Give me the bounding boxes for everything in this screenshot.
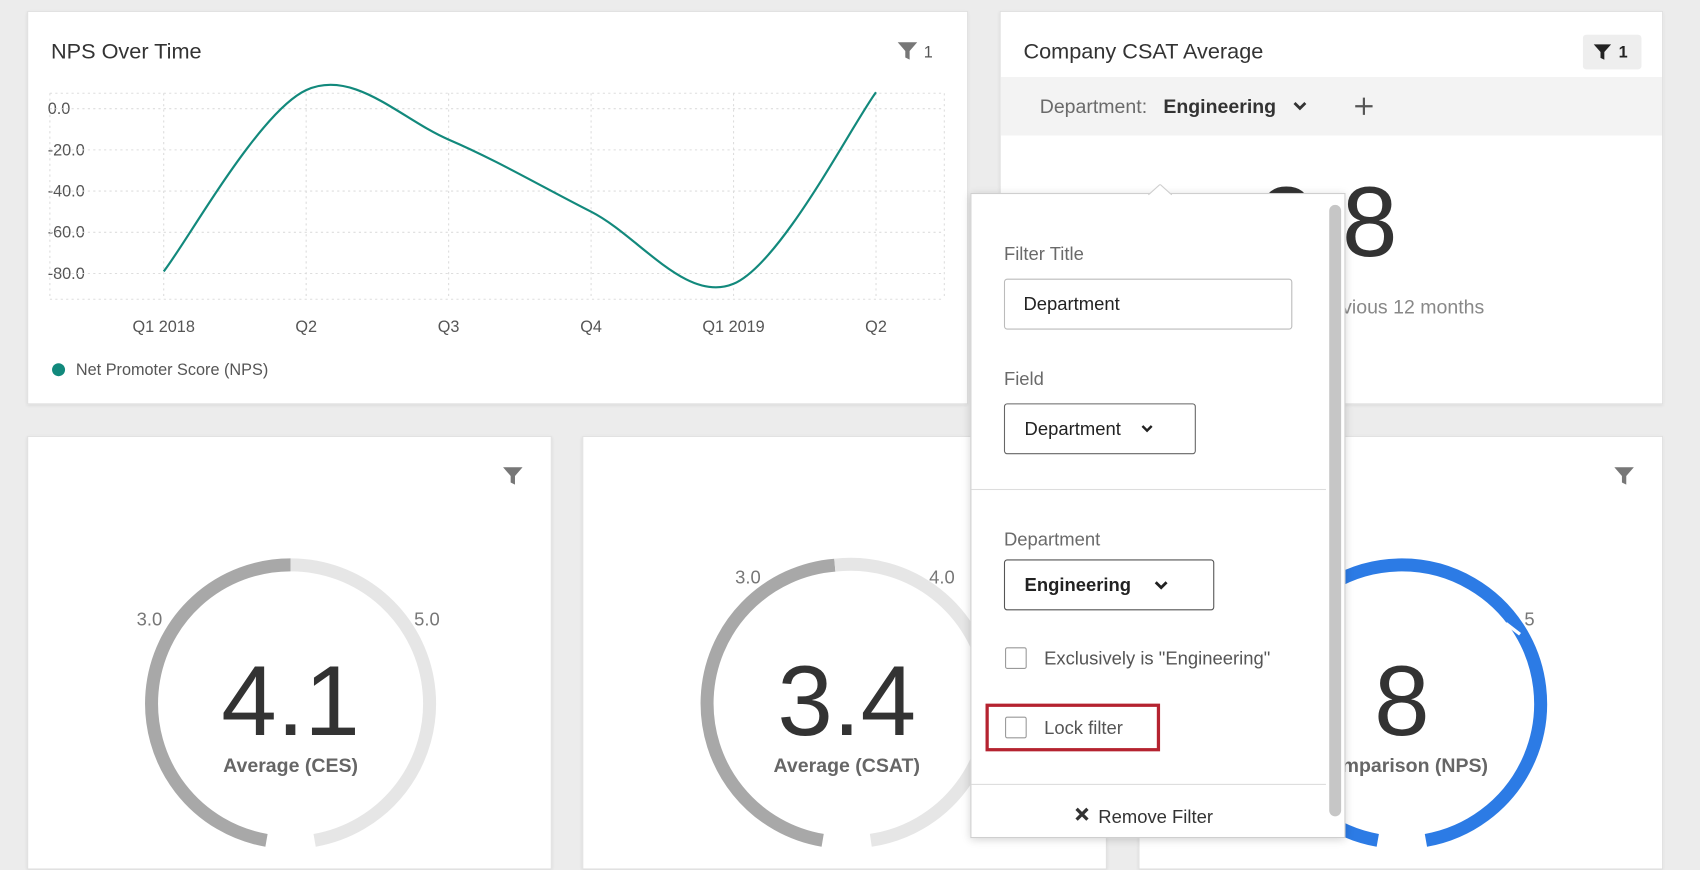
- select[interactable]: Engineering: [1003, 559, 1215, 611]
- select-value: Department: [1024, 418, 1121, 440]
- gauge-value: 8: [1374, 646, 1430, 757]
- filter-icon[interactable]: [1613, 466, 1635, 486]
- chevron-icon: [1154, 581, 1168, 590]
- checkbox-label: Exclusively is "Engineering": [1044, 648, 1271, 669]
- field-label: Field: [1003, 368, 1044, 390]
- x-tick-label: Q2: [865, 318, 887, 336]
- metric-subtitle: Previous 12 months: [1311, 295, 1485, 318]
- field-label: Department: [1003, 529, 1101, 550]
- x-tick-label: Q3: [438, 318, 460, 336]
- gauge-min-label: 3.0: [136, 609, 163, 630]
- filter-label: Department:: [1039, 95, 1148, 118]
- checkbox[interactable]: [1005, 716, 1027, 739]
- gauge-arc: [700, 558, 836, 847]
- filter-value[interactable]: Engineering: [1163, 95, 1277, 118]
- text-input[interactable]: Department: [1003, 278, 1293, 330]
- select-value: Engineering: [1024, 574, 1132, 596]
- scrollbar[interactable]: [1329, 204, 1342, 817]
- popup-caret: [1148, 184, 1172, 196]
- gauge-arc: [290, 558, 437, 847]
- x-tick-label: Q2: [295, 318, 317, 336]
- gauge-label: Average (CES): [223, 754, 358, 777]
- select[interactable]: Department: [1003, 403, 1196, 455]
- x-tick-label: Q4: [580, 318, 602, 336]
- filter-popup: Filter Title Department Field Department…: [970, 184, 1346, 839]
- filter-count: 1: [923, 43, 933, 62]
- gauge-value: 4.1: [221, 646, 360, 757]
- gauge-value: 3.4: [777, 646, 917, 757]
- page: {"chart_data": {"type": "line", "title":…: [27, 10, 1664, 870]
- gauge-arc: [145, 558, 291, 847]
- remove-filter-button[interactable]: Remove Filter: [971, 785, 1326, 837]
- nps-widget: NPS Over Time 1 0.0 -20.0 -40.0 -60.0 -80.0 Q…: [27, 10, 969, 405]
- filter-badge[interactable]: 1: [1582, 34, 1642, 70]
- ces-widget: 3.0 5.0 4.1 Average (CES): [27, 435, 552, 870]
- filter-bar: Department: Engineering: [1000, 76, 1663, 136]
- filter-count: 1: [1618, 43, 1628, 62]
- x-tick-label: Q1 2019: [702, 318, 764, 336]
- divider: [971, 783, 1326, 785]
- filter-icon[interactable]: [897, 41, 919, 61]
- button-label: Remove Filter: [1098, 806, 1213, 828]
- line-series: [162, 83, 877, 289]
- gauge-min-label: 3.0: [735, 567, 761, 588]
- gauge: [145, 558, 437, 847]
- gauge-max-label: 5: [1524, 609, 1535, 630]
- divider: [971, 488, 1326, 491]
- widget-title: NPS Over Time: [50, 40, 202, 64]
- gauge-max-label: 4.0: [929, 567, 955, 588]
- chevron-icon: [1141, 425, 1153, 433]
- gauge-tick: [1504, 622, 1522, 636]
- add-filter-icon[interactable]: [1354, 96, 1374, 116]
- y-tick-label: 0.0: [48, 100, 71, 118]
- checkbox-label: Lock filter: [1044, 717, 1123, 739]
- gauge-label: Comparison (NPS): [1315, 754, 1489, 777]
- chevron-icon[interactable]: [1292, 101, 1307, 112]
- line-chart: 0.0-20.0-40.0-60.0-80.0Q1 2018 Q2 Q3 Q4 Q1 2…: [48, 83, 945, 379]
- gauge-label: Average (CSAT): [773, 754, 920, 777]
- input-value: Department: [1023, 293, 1120, 315]
- gauge-max-label: 5.0: [414, 609, 440, 630]
- checkbox[interactable]: [1005, 647, 1027, 669]
- legend-marker: [52, 363, 66, 377]
- filter-icon[interactable]: [502, 466, 524, 486]
- remove-icon: [1075, 807, 1089, 821]
- filter-icon: [1593, 44, 1612, 60]
- field-label: Filter Title: [1003, 243, 1084, 265]
- widget-title: Company CSAT Average: [1023, 40, 1264, 64]
- highlight-box: [985, 703, 1161, 752]
- dashboard: NPS Over Time 1 0.0 -20.0 -40.0 -60.0 -80.0 Q…: [27, 10, 1664, 870]
- legend-label: Net Promoter Score (NPS): [76, 361, 268, 379]
- x-tick-label: Q1 2018: [133, 318, 195, 336]
